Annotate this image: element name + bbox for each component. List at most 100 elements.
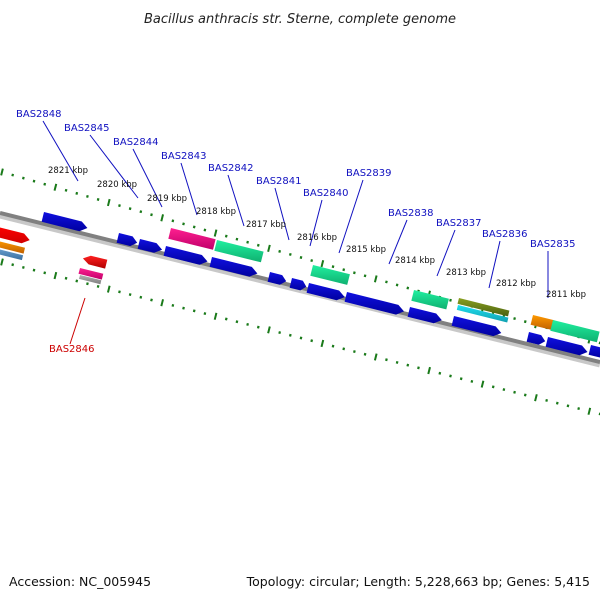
inner-tick (427, 366, 431, 375)
inner-tick (182, 306, 185, 310)
gene-feature (407, 307, 442, 324)
outer-tick (32, 179, 36, 183)
gene-feature (545, 337, 588, 356)
outer-tick (11, 173, 15, 177)
tick-label: 2812 kbp (496, 279, 536, 289)
outer-tick (150, 213, 153, 217)
outer-tick (160, 214, 164, 222)
gene-label: BAS2837 (436, 218, 482, 229)
outer-tick (86, 194, 89, 198)
label-leader (132, 148, 163, 208)
inner-tick (118, 290, 121, 294)
inner-tick (438, 371, 442, 375)
outer-tick (21, 176, 25, 180)
label-leader (338, 179, 364, 254)
inner-tick (545, 398, 548, 402)
inner-tick (555, 401, 559, 405)
inner-tick (299, 336, 303, 340)
inner-tick (331, 344, 335, 348)
inner-tick (192, 309, 196, 313)
gene-label: BAS2848 (16, 109, 62, 120)
outer-tick (43, 182, 47, 186)
inner-tick (86, 282, 89, 286)
tick-label: 2821 kbp (48, 166, 88, 176)
gene-label: BAS2838 (388, 208, 434, 219)
gene-feature (267, 272, 287, 285)
inner-tick (353, 350, 356, 354)
gene-feature (289, 278, 307, 291)
inner-tick (534, 394, 538, 402)
outer-tick (192, 225, 196, 229)
gene-feature (116, 233, 138, 247)
outer-tick (235, 237, 239, 241)
label-leader (227, 174, 245, 227)
inner-tick (480, 380, 485, 388)
gene-label: BAS2844 (113, 137, 159, 148)
outer-tick (171, 219, 175, 223)
label-leader (274, 187, 290, 241)
outer-tick (213, 229, 218, 237)
inner-tick (171, 303, 175, 307)
inner-tick (246, 322, 249, 326)
outer-tick (246, 240, 249, 244)
inner-tick (213, 312, 218, 320)
summary-text: Topology: circular; Length: 5,228,663 bp… (246, 574, 590, 589)
gene-feature (163, 246, 208, 265)
inner-tick (523, 393, 527, 397)
gene-feature (82, 255, 108, 269)
outer-tick (106, 198, 111, 207)
tick-label: 2819 kbp (147, 194, 187, 204)
outer-tick (373, 275, 378, 283)
outer-tick (320, 259, 325, 268)
label-leader (69, 297, 86, 345)
inner-tick (513, 390, 516, 394)
inner-tick (502, 388, 506, 392)
tick-label: 2815 kbp (346, 245, 386, 255)
inner-tick (288, 333, 292, 337)
label-leader (436, 229, 456, 277)
outer-tick (53, 183, 58, 191)
outer-tick (139, 210, 143, 214)
gene-feature (457, 298, 510, 317)
gene-label: BAS2839 (346, 168, 392, 179)
outer-tick (353, 271, 356, 275)
gene-feature (530, 315, 555, 330)
inner-tick (203, 312, 207, 316)
gene-label: BAS2841 (256, 176, 302, 187)
gene-feature (456, 305, 509, 323)
label-leaders (42, 120, 549, 345)
inner-tick (587, 407, 592, 415)
inner-tick (267, 326, 271, 334)
gene-feature (344, 292, 404, 315)
outer-tick (288, 252, 292, 256)
gene-feature (0, 241, 25, 254)
inner-tick (385, 358, 388, 362)
outer-tick (118, 204, 121, 208)
outer-tick (64, 188, 68, 192)
inner-tick (395, 360, 399, 364)
outer-tick (385, 280, 388, 284)
outer-tick (278, 249, 282, 253)
inner-tick (342, 347, 346, 351)
gene-label: BAS2846 (49, 344, 95, 355)
outer-tick (267, 244, 271, 252)
gene-label: BAS2845 (64, 123, 110, 134)
outer-tick (342, 268, 346, 272)
inner-tick (406, 363, 410, 367)
outer-tick (203, 228, 207, 232)
inner-tick (577, 407, 581, 411)
outer-tick (75, 191, 79, 195)
outer-tick (395, 283, 399, 287)
outer-tick (331, 265, 335, 269)
gene-feature (526, 332, 546, 345)
inner-tick (128, 293, 132, 297)
outer-tick (256, 243, 260, 247)
label-leader (309, 199, 323, 247)
inner-tick (417, 366, 420, 370)
outer-tick (363, 274, 367, 278)
gene-feature (550, 320, 600, 343)
inner-tick (160, 299, 164, 307)
gene-feature (0, 249, 24, 261)
tick-labels: 2821 kbp 2820 kbp 2819 kbp 2818 kbp 2817 kbp… (48, 166, 586, 300)
gene-labels: BAS2848BAS2845BAS2844BAS2843BAS2842BAS28… (16, 109, 576, 355)
